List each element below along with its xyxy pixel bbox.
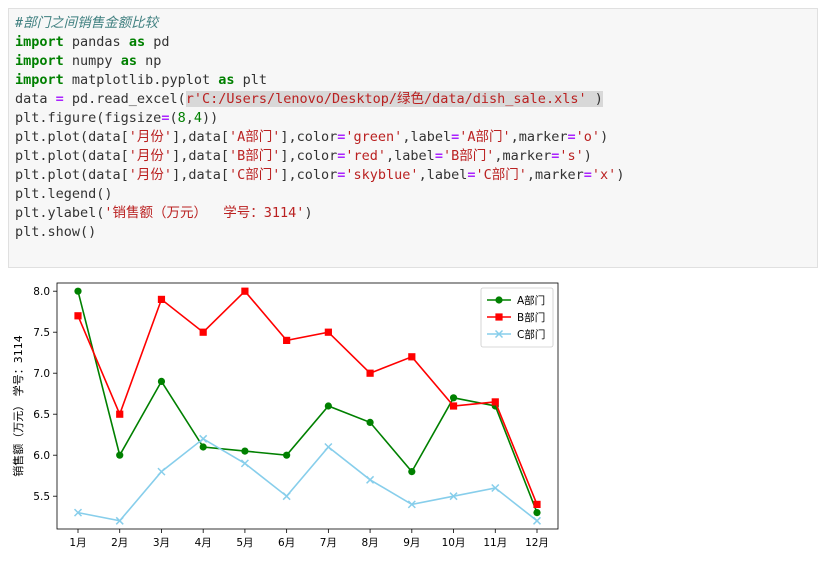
- x-axis: 1月 2月 3月 4月 5月 6月 7月 8月 9月 10月 11月 12月: [69, 529, 549, 549]
- series-layer: [73, 287, 542, 525]
- data-point: [533, 500, 541, 508]
- code-line-11: plt.ylabel('销售额（万元） 学号：3114'): [15, 205, 313, 221]
- x-tick-label: 11月: [483, 537, 507, 549]
- data-point: [73, 508, 83, 517]
- series-2: [73, 434, 542, 525]
- series-line: [77, 437, 538, 522]
- code-line-7: plt.plot(data['月份'],data['A部门'],color='g…: [15, 129, 609, 145]
- code-line-9: plt.plot(data['月份'],data['C部门'],color='s…: [15, 167, 625, 183]
- series-line: [77, 291, 538, 513]
- code-line-6: plt.figure(figsize=(8,4)): [15, 110, 219, 126]
- data-point: [366, 369, 374, 377]
- data-point: [199, 443, 207, 451]
- data-point: [366, 475, 375, 484]
- data-point: [74, 312, 82, 320]
- data-point: [116, 410, 124, 418]
- x-tick-label: 4月: [195, 537, 212, 549]
- x-tick-label: 3月: [153, 537, 170, 549]
- legend-label: C部门: [517, 328, 545, 341]
- y-axis: 5.5 6.0 6.5 7.0 7.5 8.0: [33, 286, 57, 503]
- data-point: [408, 353, 416, 361]
- x-tick-label: 6月: [278, 537, 295, 549]
- legend-marker: [494, 329, 504, 339]
- legend-entry: A部门: [487, 294, 545, 307]
- data-point: [324, 402, 332, 410]
- code-cell[interactable]: #部门之间销售金额比较 import pandas as pd import num…: [8, 8, 818, 268]
- legend-entry: B部门: [487, 311, 545, 324]
- y-tick-label: 6.5: [33, 409, 50, 421]
- legend: A部门 B部门 C部门: [480, 287, 554, 348]
- data-point: [324, 442, 333, 452]
- code-line-8: plt.plot(data['月份'],data['B部门'],color='r…: [15, 148, 592, 164]
- x-tick-label: 9月: [403, 537, 420, 549]
- y-tick-label: 5.5: [33, 491, 50, 503]
- data-point: [533, 509, 541, 517]
- data-point: [115, 516, 124, 525]
- data-point: [407, 500, 416, 509]
- line-chart: 5.5 6.0 6.5 7.0 7.5 8.0 1月 2月 3月 4月 5月 6月 7月 8月 9月 10月…: [11, 282, 559, 549]
- legend-marker: [495, 313, 503, 321]
- data-point: [199, 328, 207, 336]
- data-point: [449, 492, 458, 501]
- data-point: [282, 492, 291, 501]
- x-tick-label: 7月: [320, 537, 337, 549]
- data-point: [241, 447, 249, 455]
- x-tick-label: 1月: [69, 537, 86, 549]
- data-point: [449, 394, 458, 402]
- x-tick-label: 10月: [442, 537, 466, 549]
- data-point: [449, 402, 458, 410]
- y-tick-label: 7.5: [33, 327, 50, 339]
- data-point: [74, 287, 82, 295]
- data-point: [199, 434, 208, 443]
- legend-marker: [495, 296, 503, 304]
- data-point: [366, 418, 374, 426]
- y-tick-label: 6.0: [33, 450, 50, 462]
- code-line-2: import pandas as pd: [15, 34, 170, 50]
- data-point: [532, 516, 542, 525]
- code-line-10: plt.legend(): [15, 186, 113, 202]
- data-point: [408, 468, 416, 476]
- x-tick-label: 5月: [236, 537, 253, 549]
- code-line-5: data = pd.read_excel(r'C:/Users/lenovo/D…: [15, 91, 603, 107]
- series-line: [77, 290, 538, 505]
- code-line-4: import matplotlib.pyplot as plt: [15, 72, 268, 88]
- x-tick-label: 2月: [111, 537, 128, 549]
- data-point: [157, 467, 166, 476]
- code-line-1: #部门之间销售金额比较: [15, 15, 159, 31]
- cell-output: 5.5 6.0 6.5 7.0 7.5 8.0 1月 2月 3月 4月 5月 6月 7月 8月 9月 10月…: [8, 278, 568, 558]
- data-point: [491, 398, 499, 406]
- code-editor[interactable]: #部门之间销售金额比较 import pandas as pd import num…: [15, 14, 624, 242]
- legend-label: B部门: [517, 311, 545, 324]
- legend-label: A部门: [517, 294, 545, 307]
- data-point: [157, 377, 166, 385]
- code-line-12: plt.show(): [15, 224, 97, 240]
- y-tick-label: 8.0: [33, 286, 50, 298]
- series-1: [74, 287, 541, 508]
- data-point: [283, 451, 291, 459]
- plot-area: [56, 282, 559, 530]
- data-point: [324, 328, 332, 336]
- x-tick-label: 8月: [361, 537, 378, 549]
- y-tick-label: 7.0: [33, 368, 50, 380]
- y-axis-label: 销售额（万元） 学号：3114: [11, 335, 25, 477]
- data-point: [116, 451, 124, 459]
- data-point: [241, 287, 249, 295]
- data-point: [283, 336, 291, 344]
- x-tick-label: 12月: [525, 537, 549, 549]
- data-point: [157, 295, 166, 303]
- data-point: [491, 483, 500, 493]
- legend-entry: C部门: [487, 328, 545, 341]
- code-line-3: import numpy as np: [15, 53, 162, 69]
- data-point: [240, 459, 249, 468]
